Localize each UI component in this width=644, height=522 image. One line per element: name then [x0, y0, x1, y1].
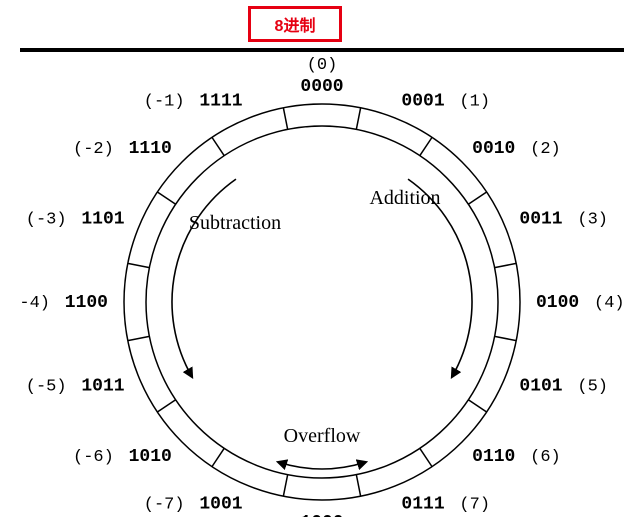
bin-label: 1001 — [199, 494, 242, 514]
bin-label: 1111 — [199, 92, 242, 112]
dec-label: (3) — [577, 211, 608, 230]
bin-label: 1011 — [81, 376, 124, 396]
dec-label: (-7) — [144, 495, 185, 514]
bin-label: 1010 — [129, 447, 172, 467]
bin-label: 0110 — [472, 447, 515, 467]
dec-label: (-3) — [26, 211, 67, 230]
overflow-label: Overflow — [284, 425, 361, 447]
overflow-arrow — [278, 462, 366, 469]
dec-label: (7) — [459, 495, 490, 514]
top-rule — [20, 48, 624, 52]
bin-label: 0011 — [519, 210, 562, 230]
header-badge: 8进制 — [248, 6, 342, 42]
subtraction-label: Subtraction — [189, 212, 281, 234]
number-wheel-diagram: 0000 (0) 0001 (1) 0010 (2) 0011 (3) 0100 (4) 0101 (… — [20, 54, 624, 517]
dec-label: (-6) — [73, 448, 114, 467]
bin-label: 0001 — [401, 92, 444, 112]
dec-label: -4) — [20, 294, 50, 313]
bin-label: 1110 — [129, 139, 172, 159]
dec-label: (0) — [307, 56, 338, 75]
dec-label: (-1) — [144, 93, 185, 112]
bin-label: 1101 — [81, 210, 124, 230]
dec-label: (1) — [459, 93, 490, 112]
header-badge-label: 8进制 — [275, 12, 316, 36]
bin-label: 1000 — [300, 513, 343, 517]
number-wheel-svg: 0000 (0) 0001 (1) 0010 (2) 0011 (3) 0100 (4) 0101 (… — [20, 54, 624, 517]
dec-label: (6) — [530, 448, 561, 467]
bin-label: 0000 — [300, 77, 343, 97]
bin-label: 1100 — [65, 293, 108, 313]
dec-label: (2) — [530, 140, 561, 159]
dec-label: (5) — [577, 377, 608, 396]
bin-label: 0010 — [472, 139, 515, 159]
bin-label: 0101 — [519, 376, 562, 396]
dec-label: (-2) — [73, 140, 114, 159]
dec-label: (4) — [594, 294, 624, 313]
bin-label: 0100 — [536, 293, 579, 313]
subtraction-arrow — [172, 179, 236, 377]
bin-label: 0111 — [401, 494, 444, 514]
dec-label: (-5) — [26, 377, 67, 396]
addition-label: Addition — [369, 187, 440, 209]
